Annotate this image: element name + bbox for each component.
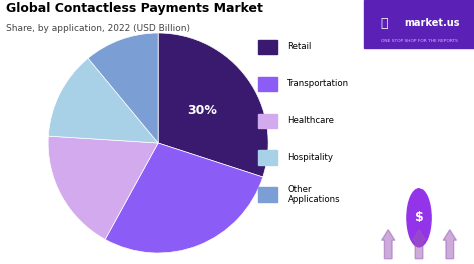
- Bar: [257, 150, 277, 165]
- Text: 15.4%: 15.4%: [390, 140, 448, 158]
- Text: market.us: market.us: [404, 18, 460, 28]
- Circle shape: [407, 189, 431, 247]
- Text: ONE STOP SHOP FOR THE REPORTS: ONE STOP SHOP FOR THE REPORTS: [381, 39, 457, 43]
- Text: Share, by application, 2022 (USD Billion): Share, by application, 2022 (USD Billion…: [6, 24, 191, 33]
- Text: Global Contactless Payments Market: Global Contactless Payments Market: [6, 2, 263, 15]
- Bar: [257, 40, 277, 54]
- FancyArrow shape: [382, 230, 395, 259]
- Text: 22.42: 22.42: [388, 68, 450, 87]
- Text: Hospitality: Hospitality: [287, 153, 334, 162]
- Wedge shape: [105, 143, 263, 253]
- Wedge shape: [48, 58, 158, 143]
- Bar: [257, 77, 277, 91]
- Text: Retail: Retail: [287, 42, 312, 51]
- Text: 30%: 30%: [188, 104, 218, 117]
- Text: CAGR
2023-2032: CAGR 2023-2032: [398, 171, 440, 191]
- Text: $: $: [415, 211, 423, 224]
- Wedge shape: [158, 33, 268, 177]
- Text: Healthcare: Healthcare: [287, 116, 335, 125]
- Text: Ⓜ: Ⓜ: [380, 17, 388, 30]
- Bar: [257, 187, 277, 202]
- Text: Total Market Size
(USD Billion), 2022: Total Market Size (USD Billion), 2022: [383, 102, 455, 122]
- FancyArrow shape: [412, 230, 426, 259]
- Bar: [364, 0, 474, 48]
- FancyArrow shape: [443, 230, 456, 259]
- Text: Transportation: Transportation: [287, 79, 350, 88]
- Bar: [257, 114, 277, 128]
- Wedge shape: [48, 136, 158, 239]
- Wedge shape: [88, 33, 158, 143]
- Text: Other
Applications: Other Applications: [287, 185, 340, 204]
